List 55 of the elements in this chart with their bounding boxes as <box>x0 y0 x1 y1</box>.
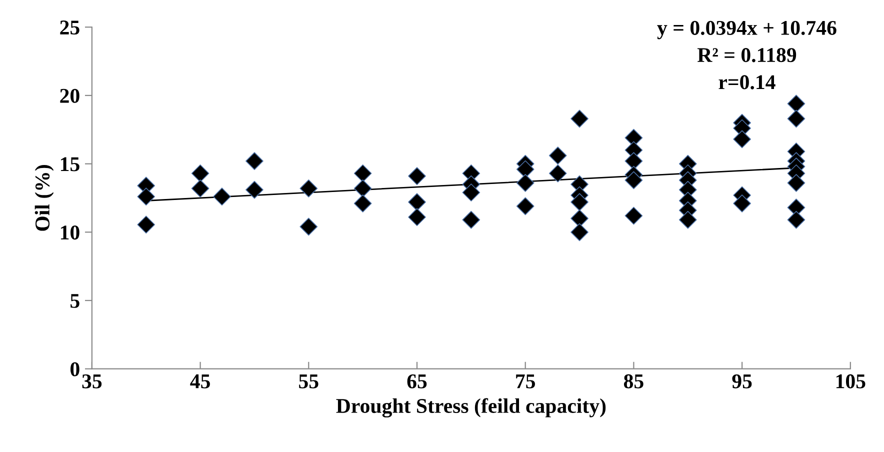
point <box>246 152 264 170</box>
x-tick-label: 95 <box>732 374 752 388</box>
point <box>191 179 210 198</box>
annotation: R² = 0.1189 <box>697 48 796 62</box>
point <box>624 206 643 225</box>
point <box>516 197 534 216</box>
x-tick-label: 55 <box>299 374 318 388</box>
point <box>787 210 806 229</box>
point <box>787 94 806 113</box>
y-tick-label: 25 <box>60 20 80 35</box>
point <box>733 130 751 148</box>
point <box>516 160 534 178</box>
point <box>408 208 426 226</box>
point <box>300 218 318 236</box>
point <box>137 188 156 206</box>
y-tick-label: 10 <box>60 226 80 240</box>
annotation: r=0.14 <box>718 75 776 90</box>
point <box>624 152 643 170</box>
x-tick-label: 45 <box>190 374 210 388</box>
point <box>213 188 231 206</box>
point <box>570 193 588 211</box>
point <box>354 179 372 198</box>
point <box>408 193 426 211</box>
point <box>191 164 210 182</box>
point <box>462 184 480 202</box>
annotation: y = 0.0394x + 10.746 <box>657 20 836 40</box>
x-tick-label: 65 <box>407 374 427 388</box>
point <box>570 223 588 242</box>
y-tick-label: 20 <box>60 88 80 103</box>
point <box>733 194 751 212</box>
point <box>570 110 588 128</box>
point <box>354 164 372 182</box>
point <box>408 167 426 186</box>
x-axis-title: Drought Stress (feild capacity) <box>336 398 606 418</box>
point <box>300 179 318 198</box>
point <box>570 210 588 228</box>
y-tick-label: 0 <box>70 362 80 376</box>
x-tick-label: 75 <box>516 374 536 388</box>
y-tick-label: 15 <box>60 157 80 172</box>
x-tick-label: 85 <box>624 374 644 388</box>
point <box>137 216 156 234</box>
point <box>516 174 534 192</box>
point <box>678 210 697 229</box>
point <box>548 146 567 165</box>
point <box>462 210 480 229</box>
y-axis-title: Oil (%) <box>34 165 54 231</box>
x-tick-label: 105 <box>836 374 866 388</box>
x-tick-label: 35 <box>82 374 102 388</box>
point <box>354 194 372 212</box>
point <box>548 164 567 182</box>
point <box>624 171 643 190</box>
y-tick-label: 5 <box>70 294 80 308</box>
point <box>787 110 806 128</box>
point <box>246 180 264 199</box>
point <box>787 174 806 192</box>
